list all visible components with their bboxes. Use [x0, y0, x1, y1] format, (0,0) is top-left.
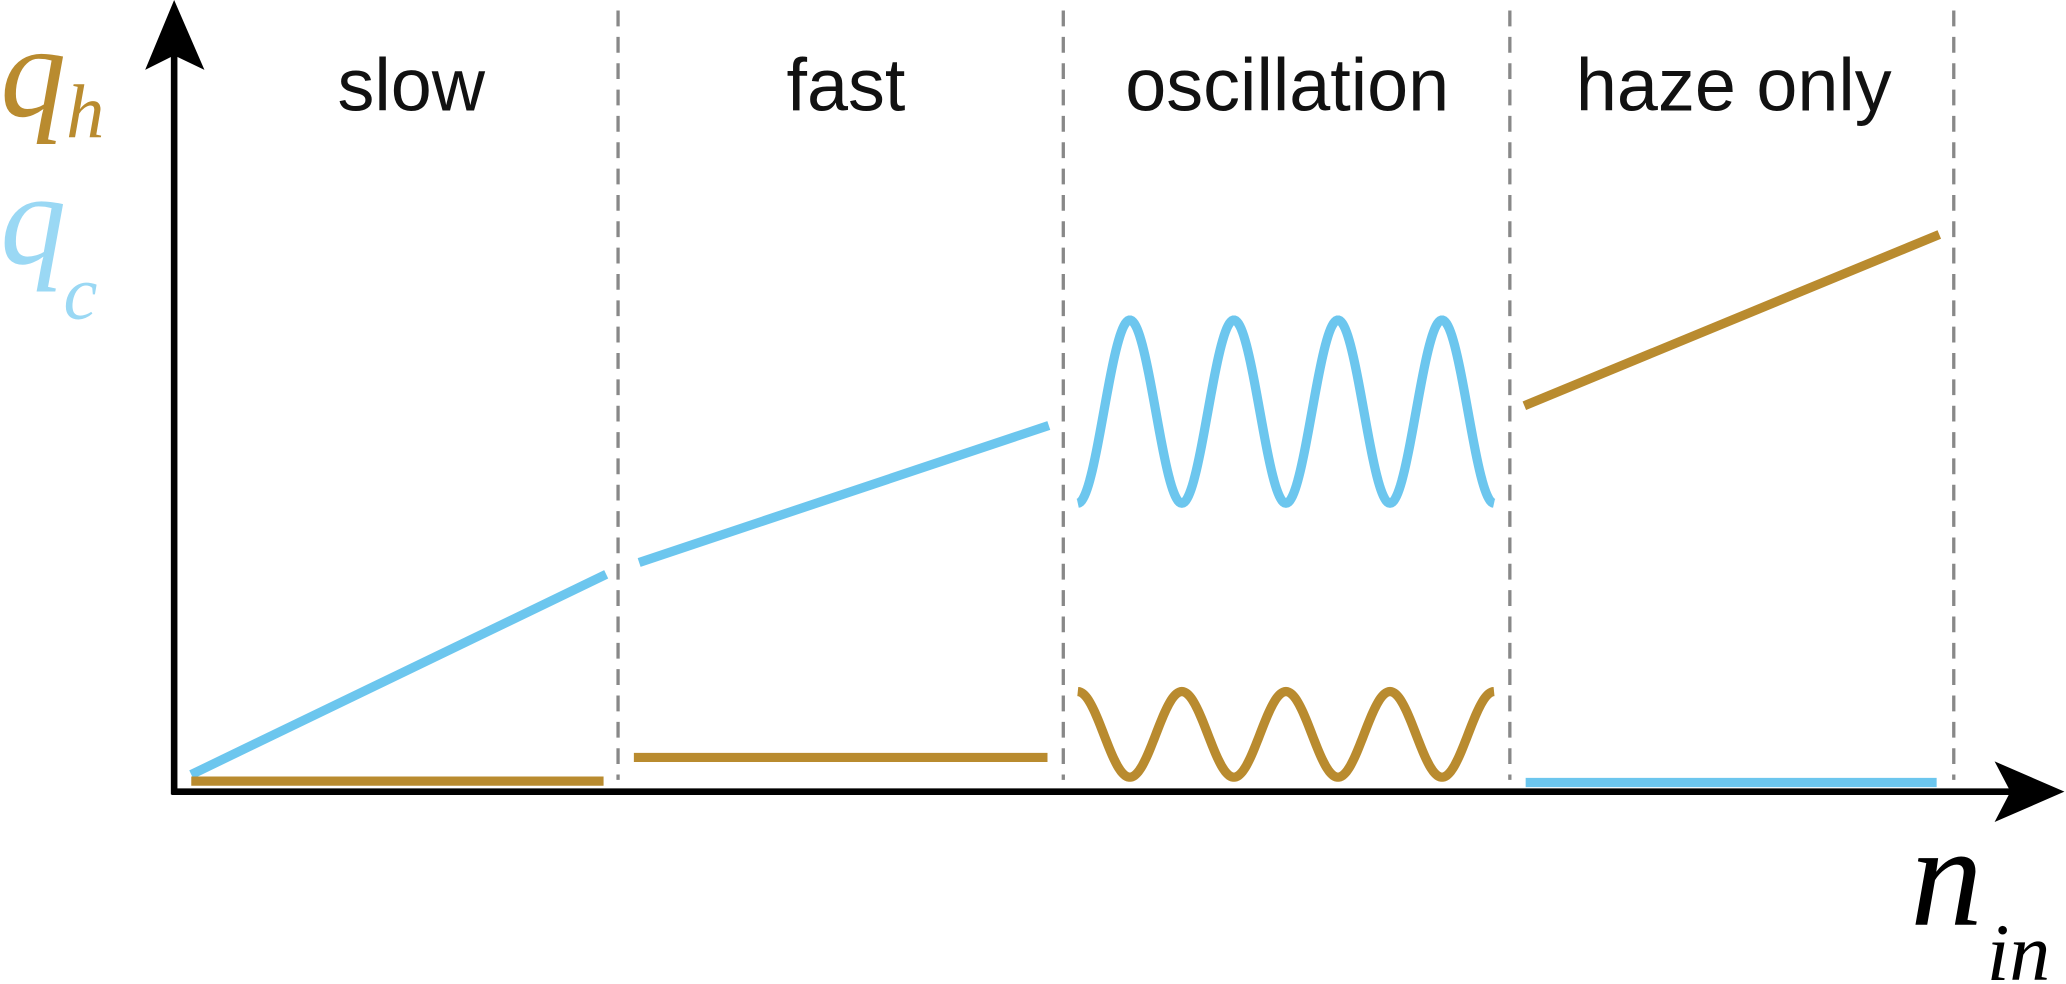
qc-oscillation — [1076, 315, 1496, 508]
y-label-subscript: h — [66, 69, 104, 154]
region-dividers — [616, 10, 1956, 780]
y-label-subscript: c — [63, 251, 97, 336]
region-label: fast — [787, 44, 906, 127]
region-label: oscillation — [1125, 44, 1449, 127]
x-axis-arrow — [1994, 761, 2065, 822]
region-label: slow — [337, 44, 485, 127]
y-label-symbol: q — [0, 147, 66, 292]
y-axis-arrow — [145, 0, 205, 70]
x-label-subscript: in — [1987, 907, 2051, 984]
y-label-symbol: q — [0, 0, 66, 145]
qc-curve — [189, 570, 609, 779]
region-label: haze only — [1576, 44, 1892, 127]
qh-curve — [1522, 230, 1942, 410]
qc-curve — [637, 421, 1051, 567]
x-label-symbol: n — [1910, 797, 1982, 957]
qh-oscillation — [1077, 686, 1495, 782]
